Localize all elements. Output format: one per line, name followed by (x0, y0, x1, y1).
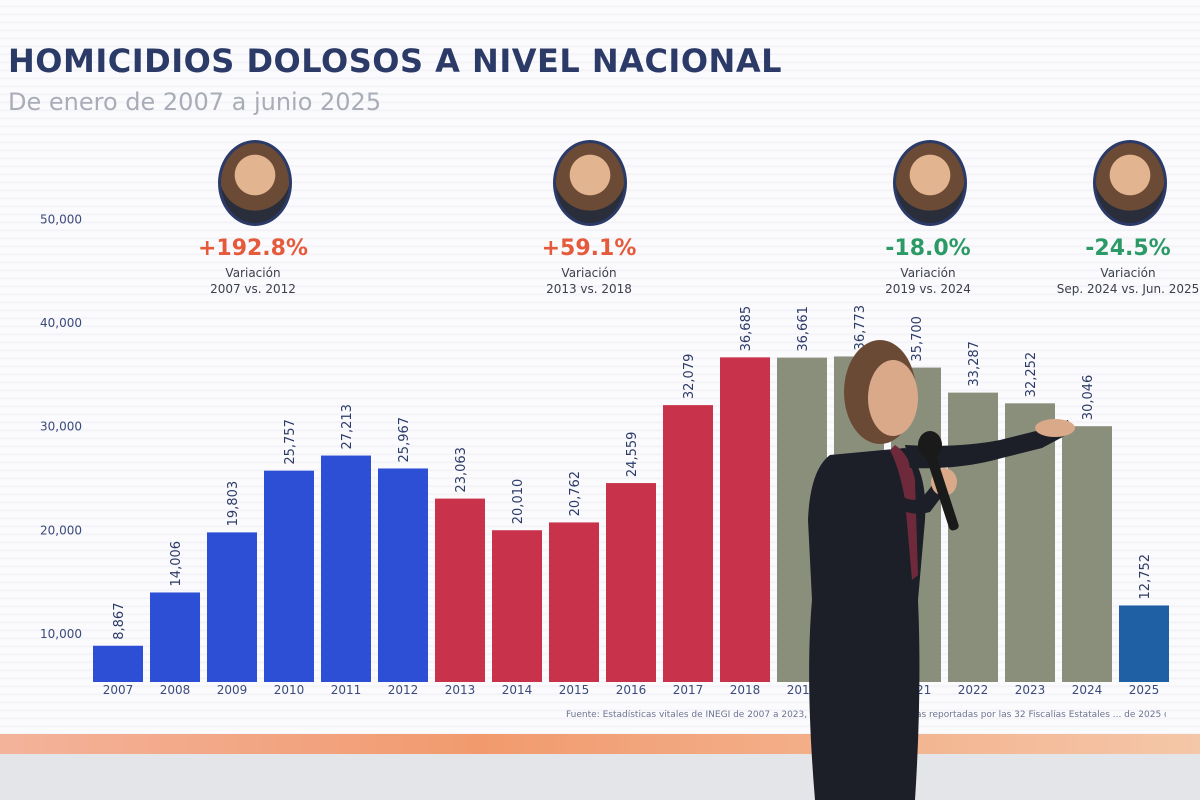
bar-value-label: 36,773 (853, 305, 868, 351)
bar-2016 (606, 483, 656, 682)
x-tick-label: 2018 (730, 683, 761, 697)
bar-2022 (948, 392, 998, 682)
bar-value-label: 14,006 (169, 541, 184, 587)
x-tick-label: 2007 (103, 683, 134, 697)
bar-value-label: 32,079 (682, 354, 697, 400)
bar-2007 (93, 645, 143, 682)
x-tick-label: 2008 (160, 683, 191, 697)
variation-4-period: Sep. 2024 vs. Jun. 2025 (1056, 282, 1200, 296)
x-tick-label: 2023 (1015, 683, 1046, 697)
variation-1-period: 2007 vs. 2012 (210, 282, 296, 296)
chart-subtitle: De enero de 2007 a junio 2025 (8, 88, 382, 116)
bar-2008 (150, 592, 200, 682)
bar-2009 (207, 532, 257, 682)
variation-4-label: Variación (1100, 266, 1156, 280)
bar-value-label: 20,010 (511, 479, 526, 525)
variation-4-percent: -24.5% (1085, 236, 1171, 261)
x-tick-label: 2009 (217, 683, 248, 697)
y-tick-label: 30,000 (40, 420, 82, 434)
bar-2024 (1062, 426, 1112, 682)
bar-2025 (1119, 605, 1169, 682)
bar-2012 (378, 468, 428, 682)
x-tick-label: 2017 (673, 683, 704, 697)
president-3-portrait (893, 140, 967, 226)
bar-2017 (663, 405, 713, 682)
x-tick-label: 2012 (388, 683, 419, 697)
bar-2013 (435, 498, 485, 682)
bar-value-label: 23,063 (454, 447, 469, 493)
bar-value-label: 19,803 (226, 481, 241, 527)
bar-value-label: 33,287 (967, 341, 982, 387)
bar-value-label: 24,559 (625, 432, 640, 478)
x-tick-label: 2016 (616, 683, 647, 697)
president-2-portrait (553, 140, 627, 226)
bar-value-label: 25,757 (283, 419, 298, 465)
x-tick-label: 2025 (1129, 683, 1160, 697)
bar-value-label: 25,967 (397, 417, 412, 463)
bar-value-label: 32,252 (1024, 352, 1039, 398)
bar-value-label: 36,661 (796, 306, 811, 352)
bar-2014 (492, 530, 542, 682)
variation-3-period: 2019 vs. 2024 (885, 282, 971, 296)
variation-2-label: Variación (561, 266, 617, 280)
variation-1-label: Variación (225, 266, 281, 280)
stage-floor (0, 754, 1200, 800)
variation-2-percent: +59.1% (541, 236, 637, 261)
x-tick-label: 2013 (445, 683, 476, 697)
bar-value-label: 30,046 (1081, 375, 1096, 421)
x-tick-label: 2011 (331, 683, 362, 697)
bar-2011 (321, 455, 371, 682)
variation-1-percent: +192.8% (197, 236, 309, 261)
bar-value-label: 8,867 (112, 603, 127, 640)
bar-value-label: 36,685 (739, 306, 754, 352)
chart-title: HOMICIDIOS DOLOSOS A NIVEL NACIONAL (8, 42, 782, 80)
variation-2-period: 2013 vs. 2018 (546, 282, 632, 296)
y-tick-label: 20,000 (40, 523, 82, 537)
president-4-portrait (1093, 140, 1167, 226)
bar-value-label: 35,700 (910, 316, 925, 362)
y-tick-label: 40,000 (40, 316, 82, 330)
y-tick-label: 50,000 (40, 212, 82, 226)
x-tick-label: 2010 (274, 683, 305, 697)
x-tick-label: 2014 (502, 683, 533, 697)
bar-2015 (549, 522, 599, 682)
variation-3-label: Variación (900, 266, 956, 280)
president-1-portrait (218, 140, 292, 226)
bar-value-label: 27,213 (340, 404, 355, 450)
bar-2010 (264, 470, 314, 682)
bar-value-label: 12,752 (1138, 554, 1153, 600)
x-tick-label: 2022 (958, 683, 989, 697)
x-tick-label: 2024 (1072, 683, 1103, 697)
y-tick-label: 10,000 (40, 627, 82, 641)
bar-2018 (720, 357, 770, 682)
variation-3-percent: -18.0% (885, 236, 971, 261)
x-tick-label: 2015 (559, 683, 590, 697)
presentation-screen: HOMICIDIOS DOLOSOS A NIVEL NACIONAL De e… (0, 0, 1200, 740)
bar-value-label: 20,762 (568, 471, 583, 517)
